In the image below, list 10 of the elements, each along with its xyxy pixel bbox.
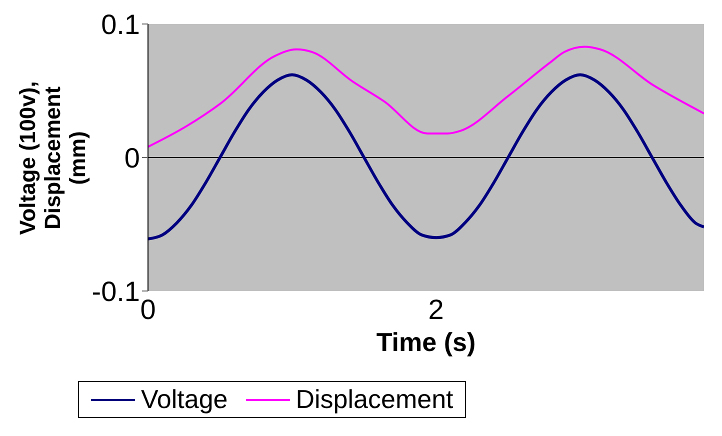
legend-label: Voltage bbox=[140, 384, 228, 415]
y-axis-title: Voltage (100v), Displacement (mm) bbox=[15, 81, 90, 235]
line-series bbox=[148, 46, 704, 148]
y-tick-label: 0 bbox=[124, 142, 140, 174]
y-tick-label: -0.1 bbox=[92, 276, 140, 307]
y-tick-label: 0.1 bbox=[101, 8, 140, 40]
line-series bbox=[148, 73, 704, 240]
x-axis-title: Time (s) bbox=[376, 327, 476, 357]
legend-label: Displacement bbox=[294, 384, 454, 415]
x-tick-label: 2 bbox=[428, 294, 444, 325]
